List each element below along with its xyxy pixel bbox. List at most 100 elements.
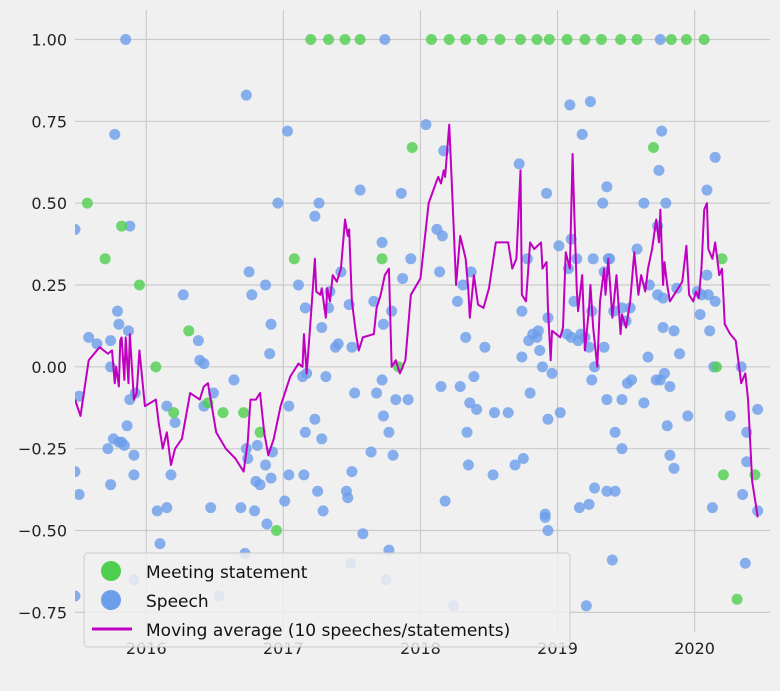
- speech-point: [205, 502, 217, 514]
- speech-point: [661, 420, 673, 432]
- speech-point: [113, 318, 125, 330]
- meeting-statement-point: [731, 593, 743, 605]
- speech-point: [468, 371, 480, 383]
- speech-point: [75, 590, 81, 602]
- speech-point: [75, 223, 81, 235]
- speech-point: [246, 289, 258, 301]
- speech-point: [169, 416, 181, 428]
- meeting-statement-point: [515, 33, 527, 45]
- speech-point: [638, 397, 650, 409]
- speech-point: [534, 344, 546, 356]
- speech-point: [461, 426, 473, 438]
- speech-point: [376, 236, 388, 248]
- speech-point: [674, 348, 686, 360]
- speech-point: [488, 407, 500, 419]
- speech-point: [451, 295, 463, 307]
- y-tick-label: 1.00: [31, 30, 67, 49]
- speech-point: [735, 361, 747, 373]
- meeting-statement-point: [81, 197, 93, 209]
- speech-point: [457, 279, 469, 291]
- meeting-statement-point: [305, 33, 317, 45]
- y-tick-label: 0.75: [31, 112, 67, 131]
- speech-point: [118, 439, 130, 451]
- speech-point: [83, 331, 95, 343]
- speech-point: [542, 413, 554, 425]
- y-tick-label: −0.25: [18, 440, 67, 459]
- legend-label-meeting-statement: Meeting statement: [146, 563, 308, 583]
- legend-marker-speech: [101, 590, 121, 610]
- speech-point: [243, 266, 255, 278]
- speech-point: [316, 322, 328, 334]
- speech-point: [752, 403, 764, 415]
- speech-point: [668, 325, 680, 337]
- speech-point: [332, 338, 344, 350]
- speech-point: [254, 479, 266, 491]
- speech-point: [516, 351, 528, 363]
- meeting-statement-point: [150, 361, 162, 373]
- speech-point: [346, 466, 358, 478]
- speech-point: [702, 289, 714, 301]
- meeting-statement-point: [680, 33, 692, 45]
- speech-point: [261, 518, 273, 530]
- speech-point: [105, 479, 117, 491]
- speech-point: [124, 220, 136, 232]
- speech-point: [601, 394, 613, 406]
- speech-point: [513, 158, 525, 170]
- meeting-statement-point: [406, 141, 418, 153]
- speech-point: [309, 413, 321, 425]
- speech-point: [604, 253, 616, 265]
- meeting-statement-point: [133, 279, 145, 291]
- legend-box: [83, 552, 571, 648]
- speech-point: [75, 466, 81, 478]
- speech-point: [597, 197, 609, 209]
- legend-marker-meeting-statement: [101, 561, 121, 581]
- speech-point: [405, 253, 417, 265]
- meeting-statement-point: [168, 407, 180, 419]
- speech-point: [320, 371, 332, 383]
- speech-point: [265, 318, 277, 330]
- meeting-statement-point: [99, 253, 111, 265]
- meeting-statement-point: [595, 33, 607, 45]
- meeting-statement-point: [716, 253, 728, 265]
- meeting-statement-point: [665, 33, 677, 45]
- speech-point: [379, 33, 391, 45]
- grid: [75, 10, 770, 632]
- speech-point: [192, 335, 204, 347]
- speech-point: [471, 403, 483, 415]
- speech-point: [272, 197, 284, 209]
- speech-point: [260, 279, 272, 291]
- meeting-statement-point: [238, 407, 250, 419]
- speech-point: [235, 502, 247, 514]
- meeting-statement-point: [615, 33, 627, 45]
- speech-point: [554, 407, 566, 419]
- speech-point: [564, 99, 576, 111]
- speech-point: [249, 505, 261, 517]
- speech-point: [583, 498, 595, 510]
- speech-point: [601, 181, 613, 193]
- speech-point: [657, 322, 669, 334]
- speech-point: [316, 433, 328, 445]
- plot-area: [75, 33, 764, 612]
- speech-point: [346, 341, 358, 353]
- speech-point: [349, 387, 361, 399]
- meeting-statement-point: [631, 33, 643, 45]
- speech-point: [240, 89, 252, 101]
- speech-point: [299, 426, 311, 438]
- speech-point: [664, 449, 676, 461]
- speech-point: [354, 184, 366, 196]
- speech-point: [312, 485, 324, 497]
- meeting-statement-point: [711, 361, 723, 373]
- meeting-statement-point: [425, 33, 437, 45]
- legend-label-moving-average: Moving average (10 speeches/statements): [146, 621, 510, 641]
- speech-point: [682, 410, 694, 422]
- speech-point: [616, 394, 628, 406]
- speech-point: [122, 325, 134, 337]
- speech-point: [402, 394, 414, 406]
- speech-point: [653, 164, 665, 176]
- speech-point: [357, 528, 369, 540]
- speech-point: [539, 511, 551, 523]
- speech-point: [317, 505, 329, 517]
- y-tick-label: −0.75: [18, 603, 67, 622]
- speech-point: [546, 367, 558, 379]
- meeting-statement-point: [476, 33, 488, 45]
